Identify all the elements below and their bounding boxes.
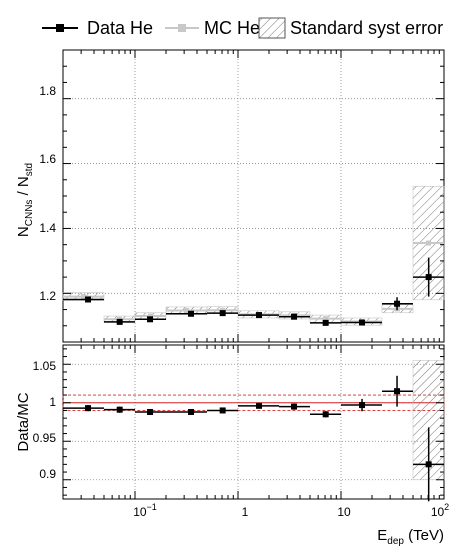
ratio-marker xyxy=(147,408,154,415)
legend-mc-marker xyxy=(178,24,186,32)
main-y-axis-title: NCNNs / Nstd xyxy=(15,163,35,237)
legend-mc-label: MC He xyxy=(204,18,260,38)
ratio-ytick-label: 0.95 xyxy=(33,431,57,445)
xtick-label: 10−1 xyxy=(133,502,157,519)
x-axis-title: Edep (TeV) xyxy=(377,527,444,547)
main-ytick-label: 1.2 xyxy=(39,289,56,303)
ratio-marker xyxy=(256,402,263,409)
data-marker xyxy=(425,274,432,281)
data-marker xyxy=(85,296,92,303)
xtick-label: 1 xyxy=(242,505,249,519)
xtick-label: 102 xyxy=(431,502,449,519)
ratio-marker xyxy=(322,411,329,418)
main-grid xyxy=(63,50,444,342)
data-marker xyxy=(147,316,154,323)
legend-data-marker xyxy=(56,24,64,32)
main-ticks xyxy=(62,50,444,342)
ratio-ticks xyxy=(62,345,444,499)
ratio-marker xyxy=(85,405,92,412)
legend-syst-label: Standard syst error xyxy=(290,18,443,38)
legend-syst-swatch xyxy=(258,17,286,39)
mc-marker xyxy=(183,308,189,314)
mc-marker xyxy=(425,240,431,246)
main-ytick-label: 1.6 xyxy=(39,152,56,166)
ratio-ytick-label: 0.9 xyxy=(39,467,56,481)
ratio-grid xyxy=(63,345,444,499)
mc-marker xyxy=(80,294,86,300)
data-marker xyxy=(219,310,226,317)
x-tick-labels: 10−1 1 10 102 xyxy=(133,502,449,519)
data-marker xyxy=(256,312,263,319)
ratio-data-series xyxy=(63,375,444,502)
ratio-ytick-label: 1.05 xyxy=(33,359,57,373)
data-marker xyxy=(322,319,329,326)
main-frame xyxy=(62,49,445,343)
main-panel: 1.2 1.4 1.6 1.8 NCNNs / Nstd xyxy=(15,49,445,343)
data-marker xyxy=(359,319,366,326)
mc-marker xyxy=(147,313,153,319)
ratio-marker xyxy=(219,407,226,414)
data-marker xyxy=(291,313,298,320)
mc-marker xyxy=(322,316,328,322)
xtick-label: 10 xyxy=(337,505,351,519)
legend: Data He MC He Standard syst error xyxy=(42,17,443,39)
main-ytick-label: 1.4 xyxy=(39,221,56,235)
main-data-series xyxy=(63,257,444,326)
ratio-frame xyxy=(62,344,445,500)
ratio-panel: 0.9 0.95 1 1.05 Data/MC 10−1 1 10 102 Ed… xyxy=(15,344,449,547)
ratio-marker xyxy=(359,402,366,409)
ratio-y-tick-labels: 0.9 0.95 1 1.05 xyxy=(33,359,57,481)
ratio-marker xyxy=(394,388,401,395)
data-marker xyxy=(394,300,401,307)
data-marker xyxy=(116,318,123,325)
main-ytick-label: 1.8 xyxy=(39,84,56,98)
ratio-marker xyxy=(188,408,195,415)
ratio-y-axis-title: Data/MC xyxy=(15,392,32,451)
ratio-ytick-label: 1 xyxy=(49,395,56,409)
main-y-tick-labels: 1.2 1.4 1.6 1.8 xyxy=(39,84,56,303)
ratio-marker xyxy=(425,461,432,468)
data-marker xyxy=(188,310,195,317)
ratio-marker xyxy=(291,403,298,410)
legend-data-label: Data He xyxy=(87,18,153,38)
ratio-marker xyxy=(116,406,123,413)
